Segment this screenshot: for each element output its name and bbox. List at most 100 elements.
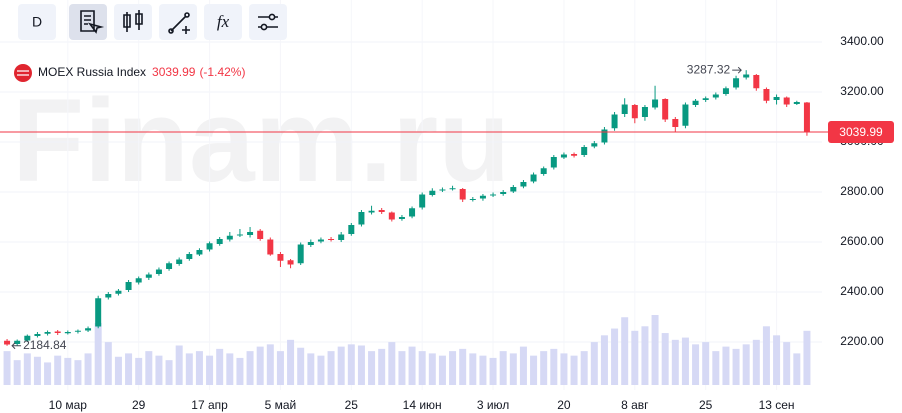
candle-body	[287, 260, 294, 265]
y-tick-label: 2200.00	[840, 334, 884, 348]
volume-bar	[783, 342, 791, 385]
candle-body	[85, 328, 92, 331]
candle-body	[652, 99, 659, 108]
volume-bar	[681, 337, 689, 385]
volume-bar	[44, 362, 52, 385]
candle-body	[125, 282, 132, 290]
volume-bar	[509, 353, 517, 385]
volume-bar	[246, 351, 254, 385]
volume-bar	[651, 315, 659, 385]
volume-bar	[570, 355, 578, 385]
volume-bar	[23, 353, 31, 385]
volume-bar	[469, 353, 477, 385]
candle-body	[54, 331, 61, 333]
candle-body	[429, 190, 436, 195]
candle-body	[641, 107, 648, 117]
volume-bar	[398, 351, 406, 385]
candle-body	[257, 230, 264, 239]
candle-body	[277, 254, 284, 261]
candle-body	[388, 212, 395, 220]
volume-bar	[499, 351, 507, 385]
x-tick-label: 3 июл	[477, 398, 509, 412]
volume-bar	[641, 326, 649, 385]
candle-body	[571, 154, 578, 156]
candle-body	[409, 208, 416, 217]
candle-body	[591, 143, 598, 147]
volume-bar	[762, 326, 770, 385]
candle-body	[773, 97, 780, 100]
candle-body	[358, 212, 365, 225]
candle-body	[348, 225, 355, 234]
candle-body	[702, 98, 709, 100]
candle-body	[216, 239, 223, 244]
candle-body	[236, 234, 243, 236]
candle-body	[500, 192, 507, 194]
candle-body	[267, 239, 274, 255]
volume-bar	[661, 333, 669, 385]
volume-bar	[631, 330, 639, 385]
candle-body	[712, 94, 719, 98]
volume-bar	[702, 342, 710, 385]
candle-body	[439, 189, 446, 191]
x-tick-label: 25	[345, 398, 359, 412]
candle-body	[155, 269, 162, 274]
candle-body	[479, 195, 486, 199]
candle-body	[419, 194, 426, 208]
symbol-name: MOEX Russia Index	[38, 65, 146, 79]
candle-body	[176, 259, 183, 264]
low-label: 2184.84	[23, 338, 67, 352]
volume-bar	[74, 360, 82, 385]
candle-body	[95, 298, 102, 327]
x-tick-label: 17 апр	[191, 398, 228, 412]
candle-body	[662, 99, 669, 120]
volume-bar	[388, 342, 396, 385]
interval-label: D	[32, 14, 42, 30]
volume-bar	[489, 357, 497, 385]
volume-bar	[600, 335, 608, 385]
volume-bar	[84, 353, 92, 385]
volume-bar	[195, 351, 203, 385]
ticker-icon-mark	[17, 70, 29, 76]
last-price-tag	[828, 121, 894, 144]
volume-bar	[449, 351, 457, 385]
settings-button[interactable]	[249, 4, 287, 40]
candle-body	[540, 168, 547, 174]
volume-bar	[590, 342, 598, 385]
volume-bar	[13, 360, 21, 385]
volume-bar	[438, 355, 446, 385]
last-price-tag-label: 3039.99	[839, 125, 883, 139]
volume-bar	[64, 357, 72, 385]
volume-bar	[307, 353, 315, 385]
volume-bar	[611, 328, 619, 385]
candle-body	[115, 290, 122, 294]
template-button[interactable]	[69, 4, 107, 40]
candle-body	[4, 340, 11, 345]
candle-body	[378, 210, 385, 212]
indicators-button[interactable]	[204, 4, 242, 40]
candle-body	[398, 217, 405, 219]
candle-body	[682, 104, 689, 126]
volume-bar	[135, 357, 143, 385]
candle-body	[459, 189, 466, 200]
volume-bar	[692, 344, 700, 385]
candle-body	[145, 274, 152, 278]
candle-body	[753, 75, 760, 89]
interval-button[interactable]	[18, 4, 56, 40]
candle-body	[44, 332, 51, 334]
candle-body	[196, 250, 203, 255]
volume-bar	[206, 355, 214, 385]
toolbar: D fx	[18, 4, 287, 40]
candle-body	[803, 102, 810, 133]
volume-bar	[459, 348, 467, 385]
ticker-icon	[14, 64, 32, 82]
chart-type-button[interactable]	[114, 4, 152, 40]
volume-bar	[368, 351, 376, 385]
x-tick-label: 14 июн	[403, 398, 442, 412]
legend-text: MOEX Russia Index 3039.99 (-1.42%)	[38, 65, 245, 79]
candle-body	[692, 100, 699, 105]
candle-body	[74, 330, 81, 332]
drawing-button[interactable]	[159, 4, 197, 40]
candle-body	[297, 244, 304, 264]
volume-bar	[732, 348, 740, 385]
x-tick-label: 8 авг	[621, 398, 649, 412]
